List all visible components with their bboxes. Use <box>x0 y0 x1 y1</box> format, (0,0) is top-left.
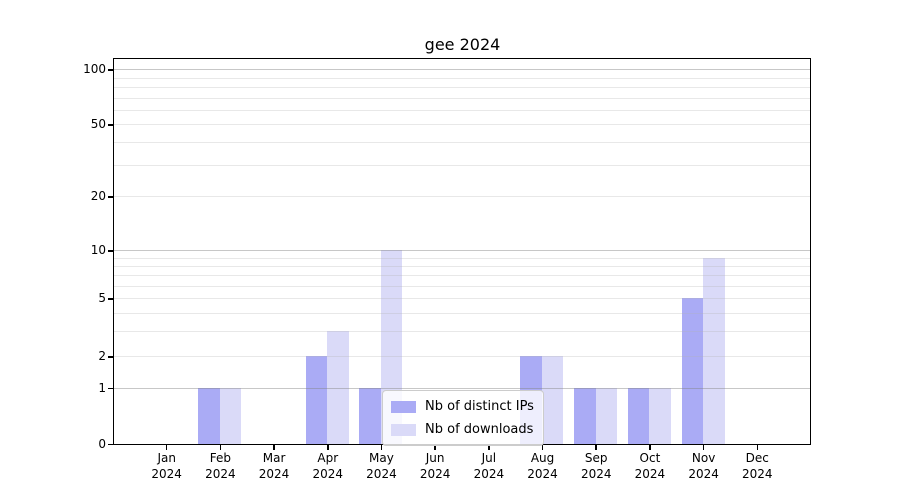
x-axis-tick-label: Apr 2024 <box>312 450 344 481</box>
gridline-major <box>114 250 810 252</box>
legend-label-distinct-ips: Nb of distinct IPs <box>425 399 534 414</box>
x-axis-tick-label: Jul 2024 <box>473 450 505 481</box>
y-tick-mark <box>108 69 113 71</box>
x-tick-mark <box>326 444 329 450</box>
gridline-major <box>114 387 810 389</box>
gridline-minor <box>114 196 810 198</box>
gridline-minor <box>114 257 810 259</box>
plot-area <box>113 58 811 445</box>
y-tick-mark <box>108 356 113 358</box>
y-tick-mark <box>108 250 113 252</box>
gridline-minor <box>114 298 810 300</box>
x-tick-mark <box>488 444 490 450</box>
y-axis-tick-label: 1 <box>98 380 106 395</box>
x-tick-mark <box>595 444 598 450</box>
y-axis-tick-label: 2 <box>98 349 106 363</box>
bar-nb-of-distinct-ips-feb <box>198 387 220 444</box>
bar-nb-of-downloads-sep <box>595 387 618 444</box>
y-tick-mark <box>108 387 113 390</box>
gridline-minor <box>114 77 810 79</box>
x-tick-mark <box>165 444 168 450</box>
y-tick-mark <box>108 443 113 446</box>
x-tick-mark <box>434 444 436 450</box>
chart-title: gee 2024 <box>424 35 501 54</box>
gridline-minor <box>114 109 810 111</box>
x-tick-mark <box>273 444 275 450</box>
legend: Nb of distinct IPs Nb of downloads <box>382 390 544 446</box>
x-axis-tick-label: Sep 2024 <box>580 450 612 481</box>
y-axis-tick-label: 10 <box>90 243 106 257</box>
gridline-minor <box>114 265 810 267</box>
x-axis-tick-label: May 2024 <box>366 450 397 481</box>
y-tick-mark <box>108 298 113 300</box>
legend-item-distinct-ips: Nb of distinct IPs <box>391 399 534 414</box>
y-axis-tick-label: 0 <box>98 436 106 451</box>
x-axis-tick-label: Nov 2024 <box>688 450 719 481</box>
x-axis-tick-label: Aug 2024 <box>527 450 558 481</box>
y-axis-tick-label: 20 <box>90 189 106 203</box>
x-tick-mark <box>756 444 759 450</box>
gridline-minor <box>114 87 810 89</box>
bar-nb-of-distinct-ips-nov <box>681 298 703 444</box>
x-tick-mark <box>649 444 651 450</box>
bar-nb-of-distinct-ips-oct <box>627 387 650 444</box>
x-tick-mark <box>380 444 383 450</box>
x-tick-mark <box>702 444 705 450</box>
bar-nb-of-downloads-oct <box>649 387 671 444</box>
gridline-minor <box>114 356 810 358</box>
gridline-major <box>114 69 810 71</box>
gridline-minor <box>114 141 810 143</box>
bar-nb-of-downloads-aug <box>541 356 564 444</box>
x-tick-mark <box>219 444 222 450</box>
bar-nb-of-downloads-apr <box>327 330 349 444</box>
bar-nb-of-downloads-nov <box>703 257 725 444</box>
gridline-minor <box>114 124 810 126</box>
legend-label-downloads: Nb of downloads <box>425 422 534 437</box>
y-axis-tick-label: 50 <box>90 117 106 131</box>
gridline-minor <box>114 330 810 332</box>
bar-nb-of-downloads-feb <box>219 387 242 444</box>
bar-nb-of-distinct-ips-apr <box>305 356 328 444</box>
gridline-minor <box>114 285 810 287</box>
x-axis-tick-label: Dec 2024 <box>742 450 773 481</box>
gridline-minor <box>114 312 810 314</box>
x-tick-mark <box>541 444 544 450</box>
x-axis-tick-label: Jun 2024 <box>419 450 451 481</box>
y-tick-mark <box>108 196 113 198</box>
gridline-minor <box>114 164 810 166</box>
y-axis-tick-label: 100 <box>83 62 106 76</box>
x-axis-tick-label: Oct 2024 <box>634 450 666 481</box>
bar-nb-of-distinct-ips-sep <box>574 387 596 444</box>
x-axis-tick-label: Feb 2024 <box>205 450 236 481</box>
legend-item-downloads: Nb of downloads <box>391 422 534 437</box>
gridline-minor <box>114 275 810 277</box>
x-axis-tick-label: Mar 2024 <box>258 450 290 481</box>
x-axis-tick-label: Jan 2024 <box>151 450 182 481</box>
gridline-minor <box>114 97 810 99</box>
bar-nb-of-distinct-ips-may <box>359 387 381 444</box>
legend-swatch-distinct-ips <box>391 400 416 413</box>
y-tick-mark <box>108 124 113 126</box>
legend-swatch-downloads <box>391 423 416 436</box>
y-axis-tick-label: 5 <box>98 291 106 305</box>
